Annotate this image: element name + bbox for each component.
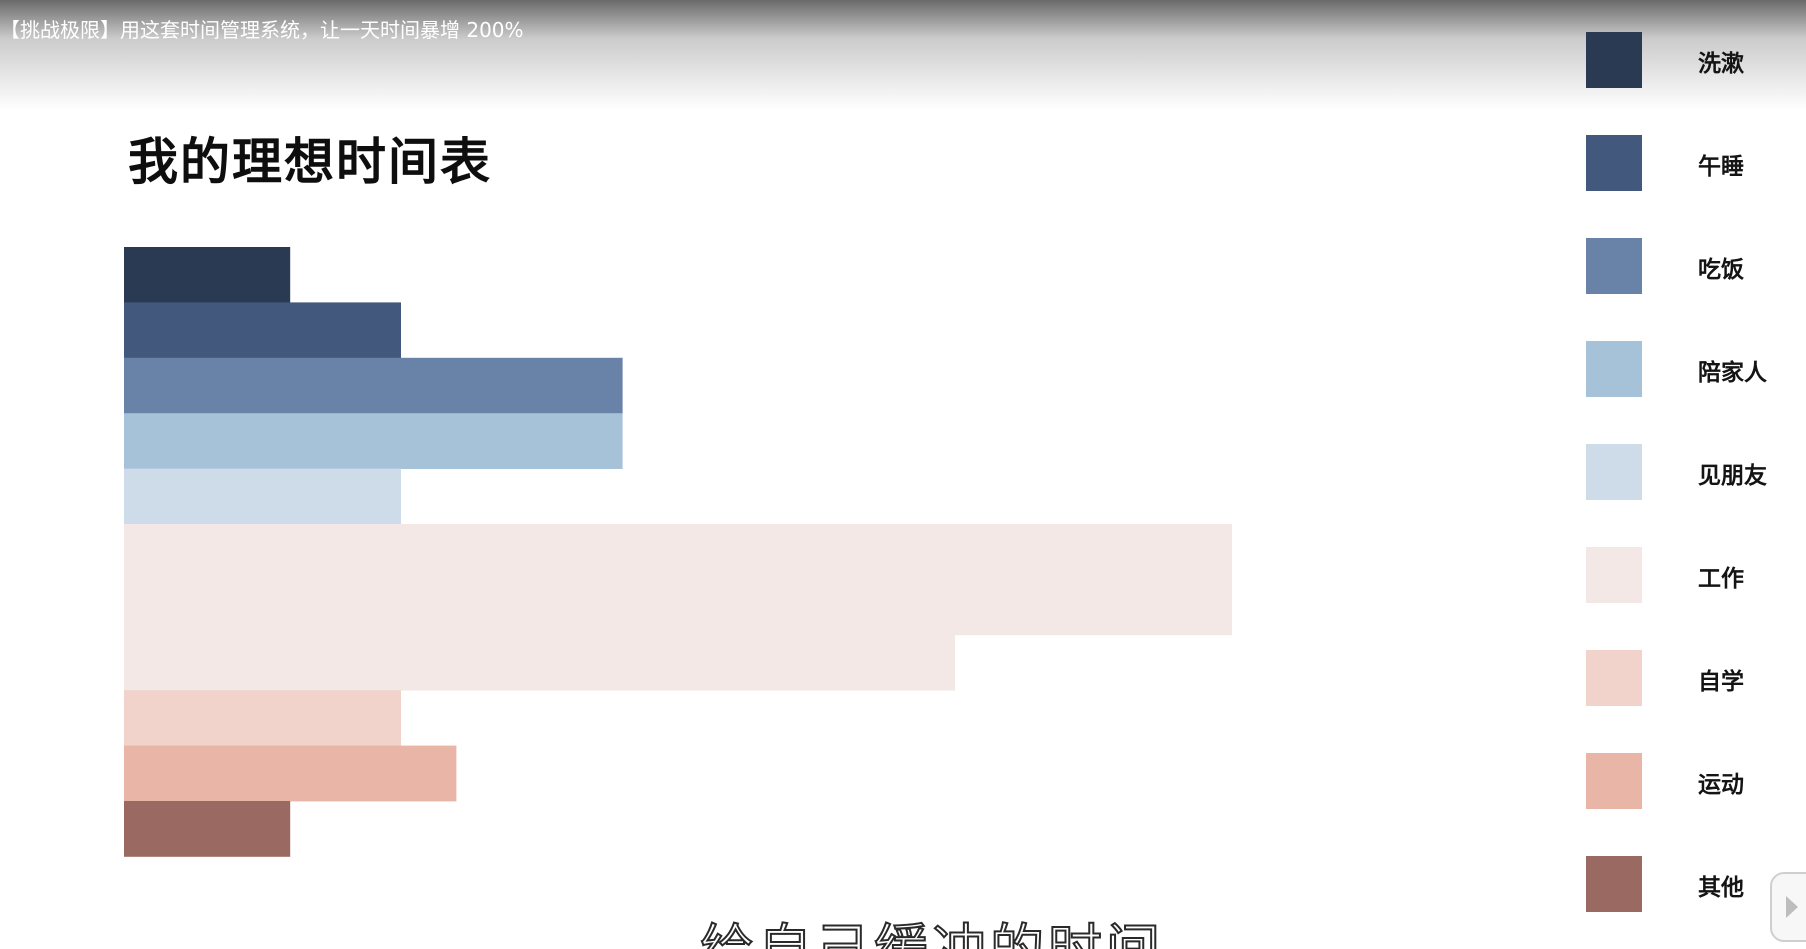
video-title: 【挑战极限】用这套时间管理系统，让一天时间暴增 200% [0,18,524,42]
legend-swatch [1586,32,1642,88]
legend-label: 工作 [1698,566,1744,592]
legend-swatch [1586,650,1642,706]
legend-label: 陪家人 [1698,360,1767,386]
legend-item: 自学 [1586,650,1796,706]
play-arrow-icon [1786,896,1798,918]
legend-item: 洗漱 [1586,32,1796,88]
legend-label: 运动 [1698,772,1744,798]
legend-swatch [1586,444,1642,500]
legend-item: 工作 [1586,547,1796,603]
bar-陪家人 [124,413,623,469]
legend-swatch [1586,135,1642,191]
slide-title: 我的理想时间表 [128,133,492,191]
legend-label: 吃饭 [1698,257,1744,283]
bar-洗漱 [124,247,291,303]
legend-item: 吃饭 [1586,238,1796,294]
bar-工作 [124,524,1232,636]
legend-swatch [1586,238,1642,294]
next-video-button[interactable] [1770,872,1806,942]
legend-item: 午睡 [1586,135,1796,191]
video-subtitle: 给自己缓冲的时间 [699,905,1164,949]
bar-午睡 [124,302,401,359]
legend-item: 其他 [1586,856,1796,912]
bar-运动 [124,745,457,802]
legend-label: 洗漱 [1698,51,1744,77]
bar-见朋友 [124,468,401,525]
legend-item: 陪家人 [1586,341,1796,397]
title-overlay-gradient [0,0,1806,110]
legend-swatch [1586,547,1642,603]
legend-swatch [1586,753,1642,809]
legend-label: 见朋友 [1698,463,1767,489]
legend-label: 午睡 [1698,154,1744,180]
bar-自学 [124,690,401,746]
legend-item: 见朋友 [1586,444,1796,500]
bar-吃饭 [124,357,623,414]
legend-label: 其他 [1698,875,1744,901]
legend-label: 自学 [1698,669,1744,695]
legend-swatch [1586,856,1642,912]
legend-swatch [1586,341,1642,397]
legend-item: 运动 [1586,753,1796,809]
bar-其他 [124,801,291,857]
bar-工作 [124,634,955,691]
